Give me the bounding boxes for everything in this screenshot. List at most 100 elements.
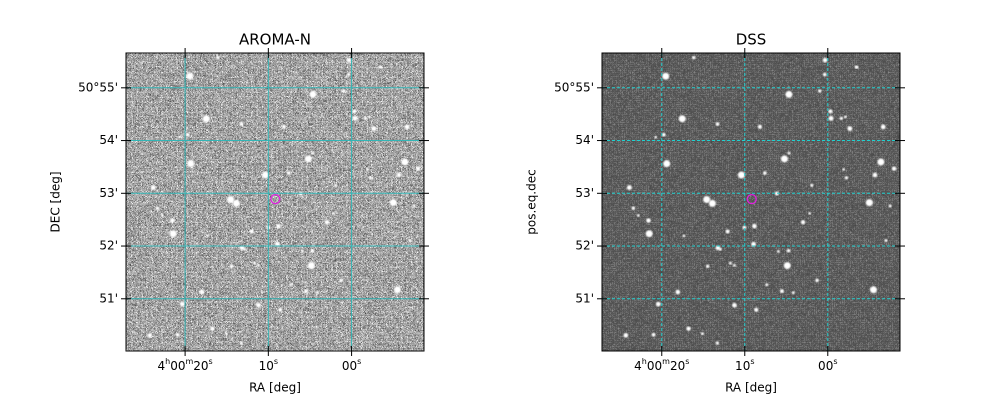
star	[363, 116, 367, 121]
x-tick-label: 4h00m20s	[157, 357, 212, 373]
star	[678, 115, 686, 123]
star	[404, 124, 410, 130]
star	[654, 135, 658, 139]
star	[783, 262, 791, 270]
star	[762, 171, 767, 175]
star	[286, 171, 291, 175]
star	[346, 57, 352, 63]
star	[187, 160, 195, 168]
star	[733, 264, 736, 267]
x-tick-label: 00s	[818, 357, 837, 373]
star	[229, 264, 234, 269]
star	[703, 195, 711, 203]
star	[310, 249, 315, 253]
image	[602, 53, 900, 351]
star	[844, 176, 849, 180]
star	[232, 199, 240, 207]
star	[776, 250, 780, 253]
axes-frame	[125, 52, 425, 352]
star	[884, 238, 888, 242]
star	[818, 89, 822, 93]
star	[324, 220, 330, 225]
star	[872, 172, 878, 178]
y-tick-label: 53'	[99, 186, 118, 200]
x-tick-label: 10s	[735, 357, 754, 373]
star	[309, 90, 317, 98]
star	[396, 172, 402, 178]
star	[847, 126, 853, 132]
star	[150, 185, 156, 191]
star	[646, 218, 651, 223]
star	[636, 214, 640, 217]
star	[808, 211, 811, 215]
star	[352, 109, 357, 114]
star	[179, 301, 185, 307]
star	[651, 332, 656, 337]
star	[401, 158, 409, 166]
star	[394, 286, 402, 294]
star	[752, 223, 757, 229]
image	[126, 53, 424, 351]
star	[311, 151, 315, 155]
star	[715, 341, 720, 345]
star	[412, 204, 416, 208]
star	[888, 204, 892, 208]
star	[366, 168, 369, 171]
star	[844, 115, 847, 119]
star	[779, 289, 784, 294]
star	[880, 124, 886, 130]
star	[631, 206, 636, 210]
star	[315, 291, 319, 295]
x-axis-label: RA [deg]	[725, 381, 777, 395]
star	[389, 199, 397, 207]
star	[304, 155, 312, 163]
star	[842, 168, 845, 171]
star	[725, 229, 730, 234]
star	[147, 333, 153, 338]
star	[728, 261, 732, 265]
star	[737, 171, 745, 179]
star	[169, 230, 177, 238]
star	[368, 176, 373, 180]
star	[178, 135, 182, 139]
star	[257, 264, 260, 267]
star	[854, 65, 858, 69]
star	[626, 185, 632, 191]
star	[160, 214, 164, 217]
star	[206, 234, 210, 238]
star	[645, 230, 653, 238]
star	[185, 132, 190, 137]
star	[718, 247, 722, 251]
star	[186, 72, 194, 80]
star	[815, 278, 819, 283]
y-tick-label: 50°55'	[554, 80, 594, 94]
star	[786, 249, 791, 253]
star	[332, 211, 335, 215]
star	[822, 57, 828, 63]
star	[787, 151, 791, 155]
star	[352, 115, 358, 121]
star	[239, 122, 244, 126]
star	[300, 250, 304, 253]
star	[170, 218, 175, 223]
star	[281, 124, 286, 129]
y-axis-label: pos.eq.dec	[525, 169, 539, 234]
star	[408, 238, 412, 242]
y-tick-label: 54'	[575, 133, 594, 147]
star	[252, 261, 256, 265]
y-tick-label: 51'	[99, 291, 118, 305]
x-tick-label: 10s	[259, 357, 278, 373]
star	[810, 183, 814, 187]
star	[371, 126, 377, 132]
star	[705, 264, 710, 269]
axes-frame	[601, 52, 901, 352]
target-marker	[270, 193, 281, 205]
x-tick-label: 00s	[342, 357, 361, 373]
star	[675, 289, 681, 295]
star	[216, 56, 220, 60]
star	[276, 223, 281, 229]
star	[368, 115, 371, 119]
chart-title: AROMA-N	[239, 31, 311, 49]
star	[839, 116, 843, 121]
star	[780, 155, 788, 163]
